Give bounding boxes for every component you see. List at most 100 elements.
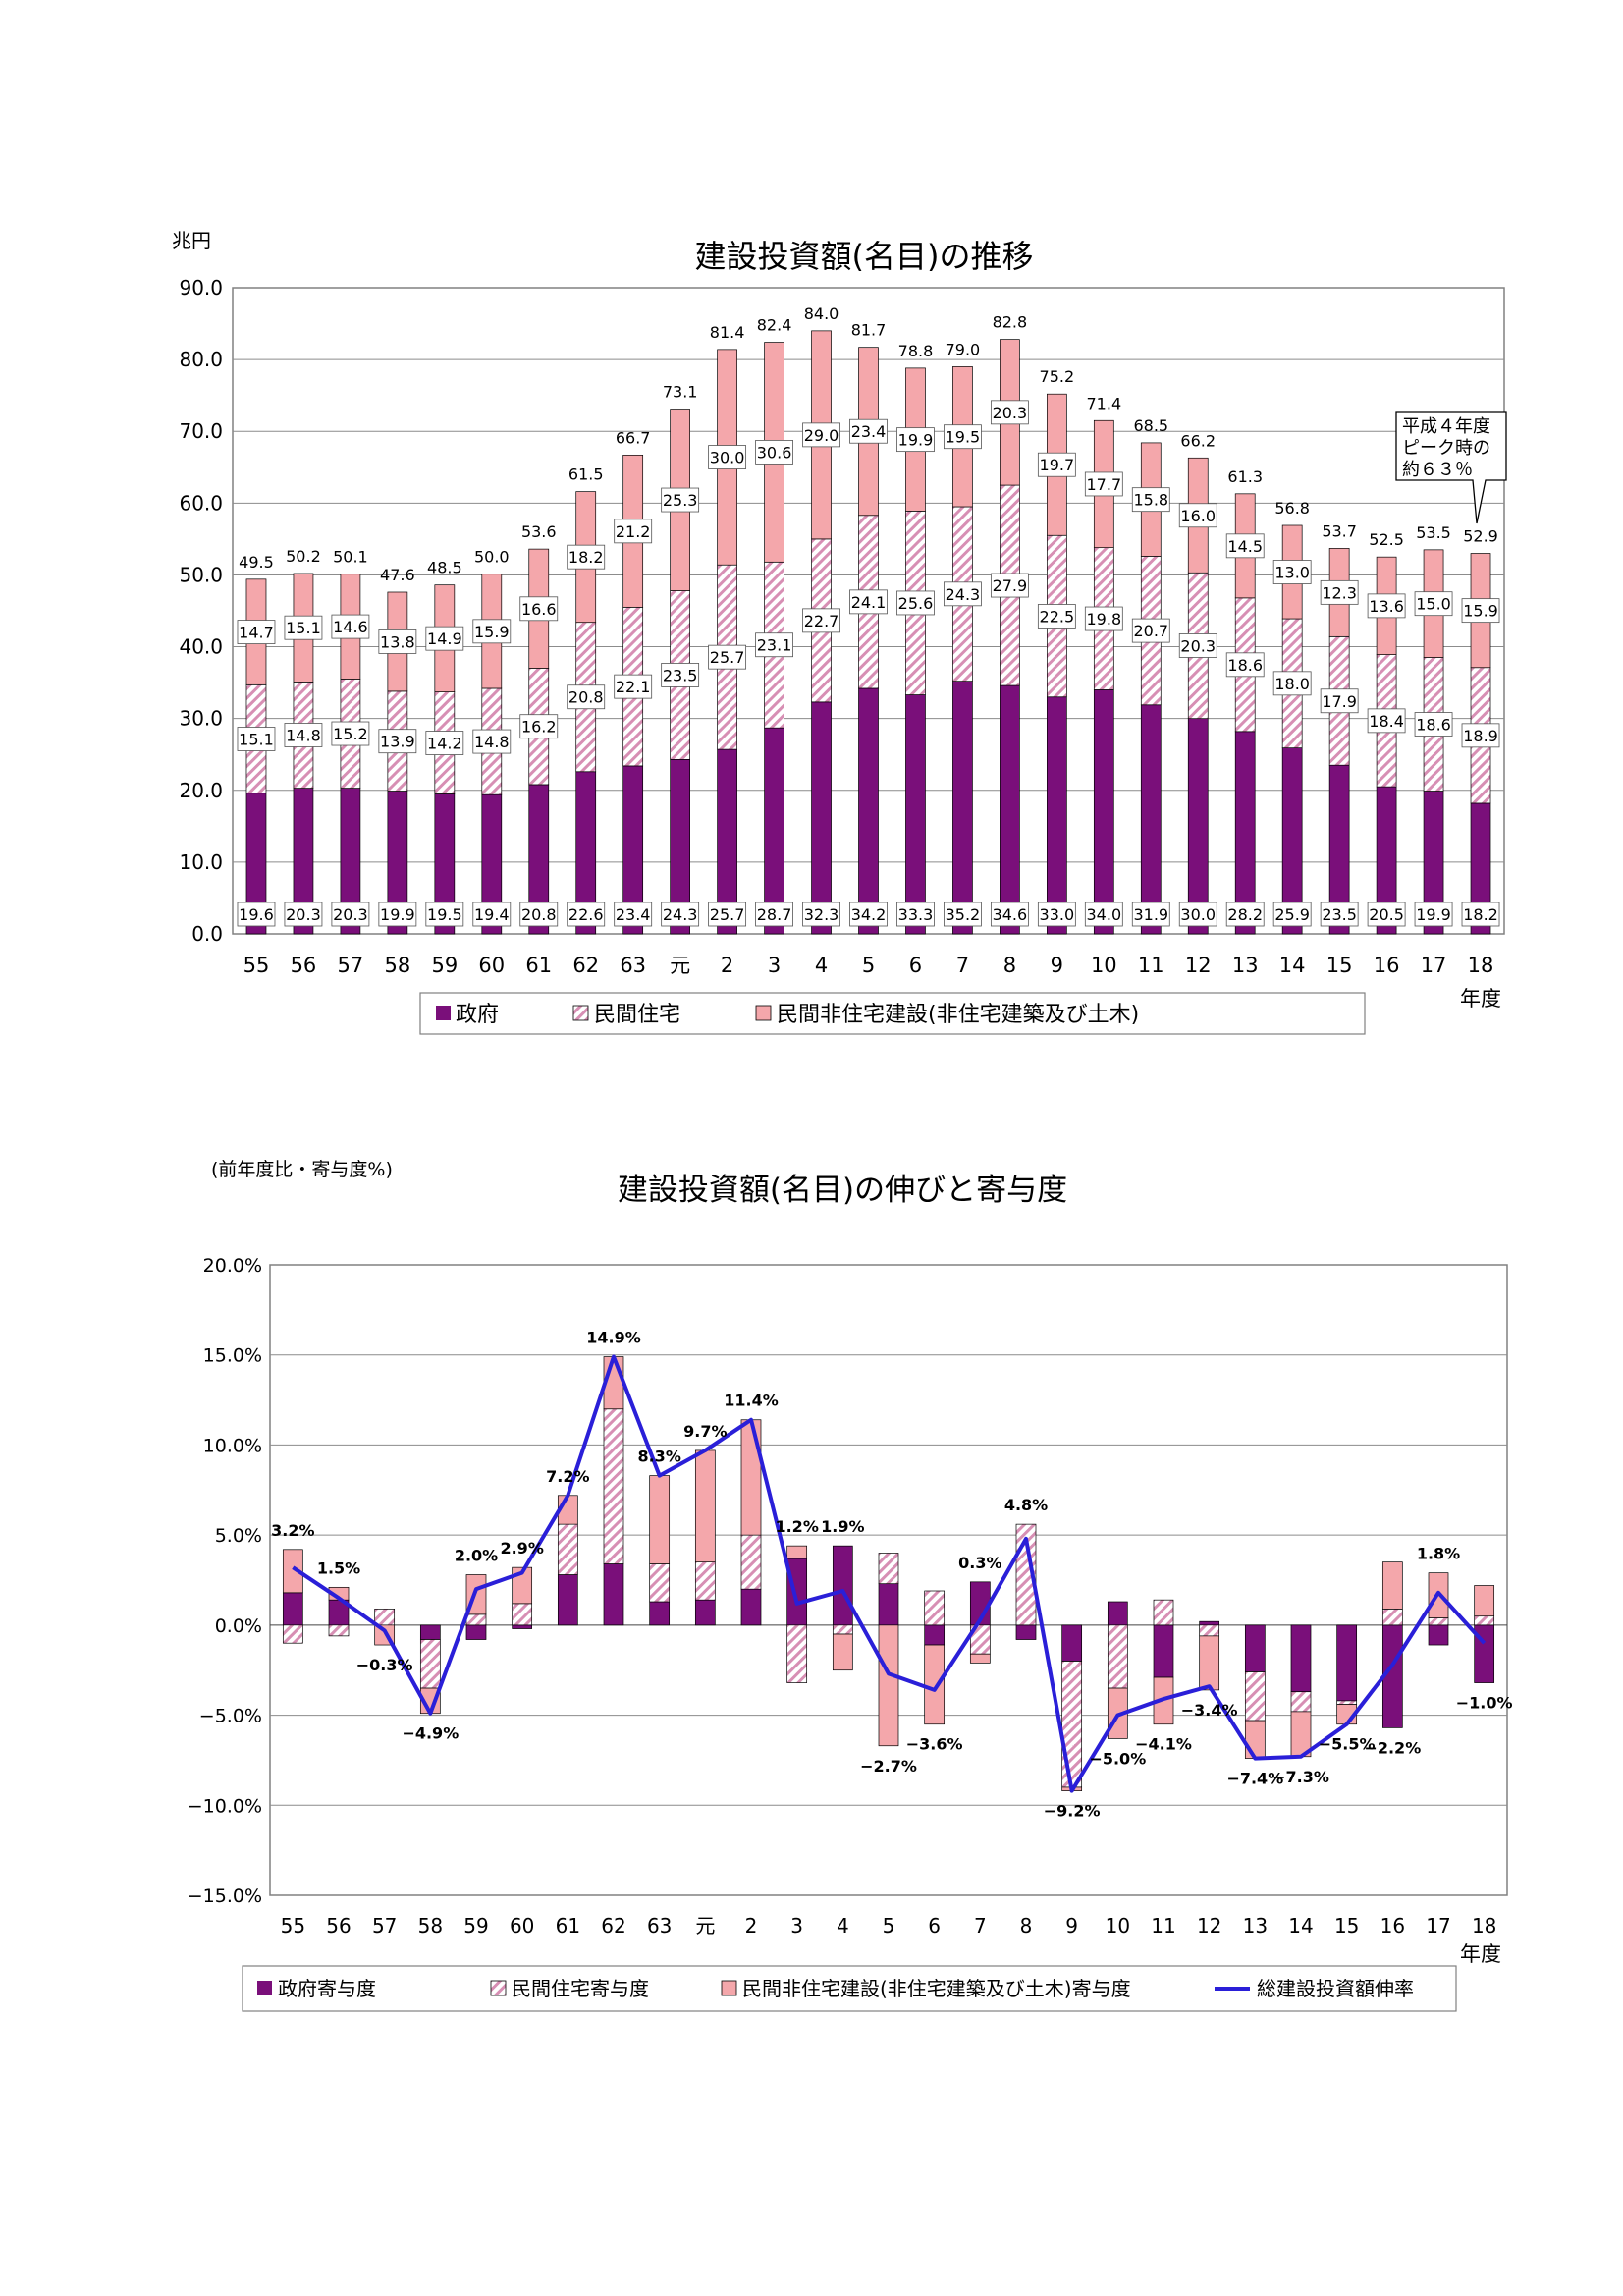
bar-gov [1140, 704, 1162, 935]
chart2: (前年度比・寄与度%) 建設投資額(名目)の伸びと寄与度 −15.0% −10.0… [188, 1159, 1513, 2012]
contrib-bar-gov [878, 1583, 899, 1626]
chart1-x-tick: 63 [620, 954, 646, 977]
contrib-bar-res [1336, 1700, 1358, 1705]
data-label-box-gov [519, 902, 559, 927]
growth-label: 3.2% [271, 1521, 314, 1540]
callout-line-3: 約６３％ [1402, 460, 1473, 480]
data-label-gov: 23.5 [1322, 905, 1357, 924]
growth-label: 1.5% [317, 1558, 360, 1577]
total-label: 75.2 [1040, 367, 1075, 386]
data-label-box-nonres [1367, 593, 1406, 619]
data-label-box-res [378, 729, 417, 754]
data-label-box-res [1225, 652, 1265, 678]
legend2-gov-label: 政府寄与度 [278, 1977, 376, 2000]
contrib-bar-res [1107, 1624, 1128, 1689]
growth-label: 1.9% [821, 1517, 864, 1536]
contrib-bar-gov [832, 1545, 853, 1626]
data-label-nonres: 12.3 [1322, 583, 1357, 602]
growth-label: −3.4% [1181, 1701, 1238, 1720]
chart2-x-tick: 15 [1334, 1914, 1359, 1938]
data-label-gov: 33.3 [898, 905, 934, 924]
data-label-gov: 20.8 [521, 905, 557, 924]
contrib-bar-res [740, 1534, 762, 1590]
chart2-x-tick: 9 [1065, 1914, 1078, 1938]
chart1-x-tick: 8 [1003, 954, 1016, 977]
data-label-box-nonres [284, 615, 323, 640]
data-label-nonres: 14.7 [239, 624, 274, 642]
total-label: 82.8 [993, 313, 1028, 332]
data-label-box-nonres [1461, 598, 1500, 624]
data-label-box-gov [755, 902, 793, 927]
data-label-res: 25.7 [710, 648, 745, 667]
data-label-res: 23.1 [757, 636, 792, 655]
chart1-x-tick: 6 [909, 954, 922, 977]
total-label: 56.8 [1274, 499, 1310, 518]
data-label-box-gov [331, 902, 370, 927]
chart2-y-tick: 15.0% [203, 1345, 262, 1367]
data-label-res: 13.9 [380, 733, 415, 751]
data-label-box-res [849, 589, 888, 615]
chart1-x-tick: 57 [338, 954, 364, 977]
total-label: 78.8 [898, 342, 934, 360]
contrib-bar-res [1428, 1617, 1449, 1626]
data-label-box-gov [708, 902, 747, 927]
contrib-bar-res [924, 1590, 946, 1626]
growth-label: −2.7% [860, 1757, 917, 1776]
chart1-y-tick: 60.0 [179, 491, 223, 515]
data-label-box-gov [849, 902, 888, 927]
chart2-x-tick: 6 [928, 1914, 941, 1938]
total-label: 53.7 [1322, 521, 1357, 540]
data-label-box-nonres [614, 519, 653, 544]
bar-gov [1000, 684, 1020, 935]
data-label-box-nonres [237, 620, 276, 644]
chart1-x-tick: 7 [956, 954, 969, 977]
data-label-box-res [1084, 606, 1123, 631]
data-label-box-nonres [661, 487, 700, 513]
contrib-bar-res [512, 1603, 533, 1626]
chart1-y-tick: 50.0 [179, 563, 223, 586]
contrib-bar-gov [282, 1592, 303, 1626]
data-label-box-nonres [944, 424, 982, 450]
chart1-x-tick: 61 [525, 954, 552, 977]
chart1-x-tick: 9 [1051, 954, 1063, 977]
growth-label: 4.8% [1004, 1496, 1048, 1514]
data-label-gov: 31.9 [1133, 905, 1168, 924]
data-label-nonres: 15.9 [474, 623, 510, 641]
contrib-bar-nonres [878, 1624, 899, 1747]
chart2-x-tick: 元 [695, 1914, 715, 1938]
data-label-res: 14.2 [427, 735, 462, 753]
data-label-box-res [284, 723, 323, 747]
chart1-y-tick: 90.0 [179, 276, 223, 300]
chart1-x-tick: 55 [243, 954, 270, 977]
chart2-x-tick: 55 [281, 1914, 305, 1938]
chart1-y-tick: 40.0 [179, 635, 223, 659]
contrib-bar-nonres [969, 1653, 991, 1664]
growth-label: −5.5% [1319, 1735, 1376, 1754]
data-label-box-gov [1320, 902, 1359, 927]
growth-label: −0.3% [356, 1656, 413, 1674]
growth-label: 2.9% [500, 1539, 543, 1558]
data-label-nonres: 30.0 [710, 449, 745, 467]
data-label-nonres: 21.2 [616, 522, 651, 541]
contrib-bar-res [694, 1561, 716, 1601]
chart1-x-tick: 14 [1279, 954, 1306, 977]
data-label-box-res [567, 684, 606, 710]
total-label: 50.2 [286, 547, 321, 566]
data-label-box-res [1178, 633, 1217, 658]
contrib-bar-res [649, 1563, 671, 1603]
contrib-bar-res [832, 1624, 853, 1635]
data-label-box-gov [1131, 902, 1170, 927]
chart2-y-tick: −15.0% [188, 1886, 262, 1907]
data-label-nonres: 25.3 [663, 491, 698, 510]
chart2-x-tick: 18 [1472, 1914, 1496, 1938]
data-label-nonres: 19.9 [898, 431, 934, 450]
data-label-gov: 20.3 [286, 905, 321, 924]
contrib-bar-nonres [832, 1633, 853, 1671]
growth-label: 1.8% [1417, 1545, 1460, 1563]
data-label-nonres: 14.9 [427, 629, 462, 648]
data-label-box-res [1037, 604, 1076, 629]
legend2-res-swatch [490, 1980, 507, 1996]
legend-nonres-swatch [755, 1005, 772, 1021]
data-label-res: 27.9 [993, 576, 1028, 595]
